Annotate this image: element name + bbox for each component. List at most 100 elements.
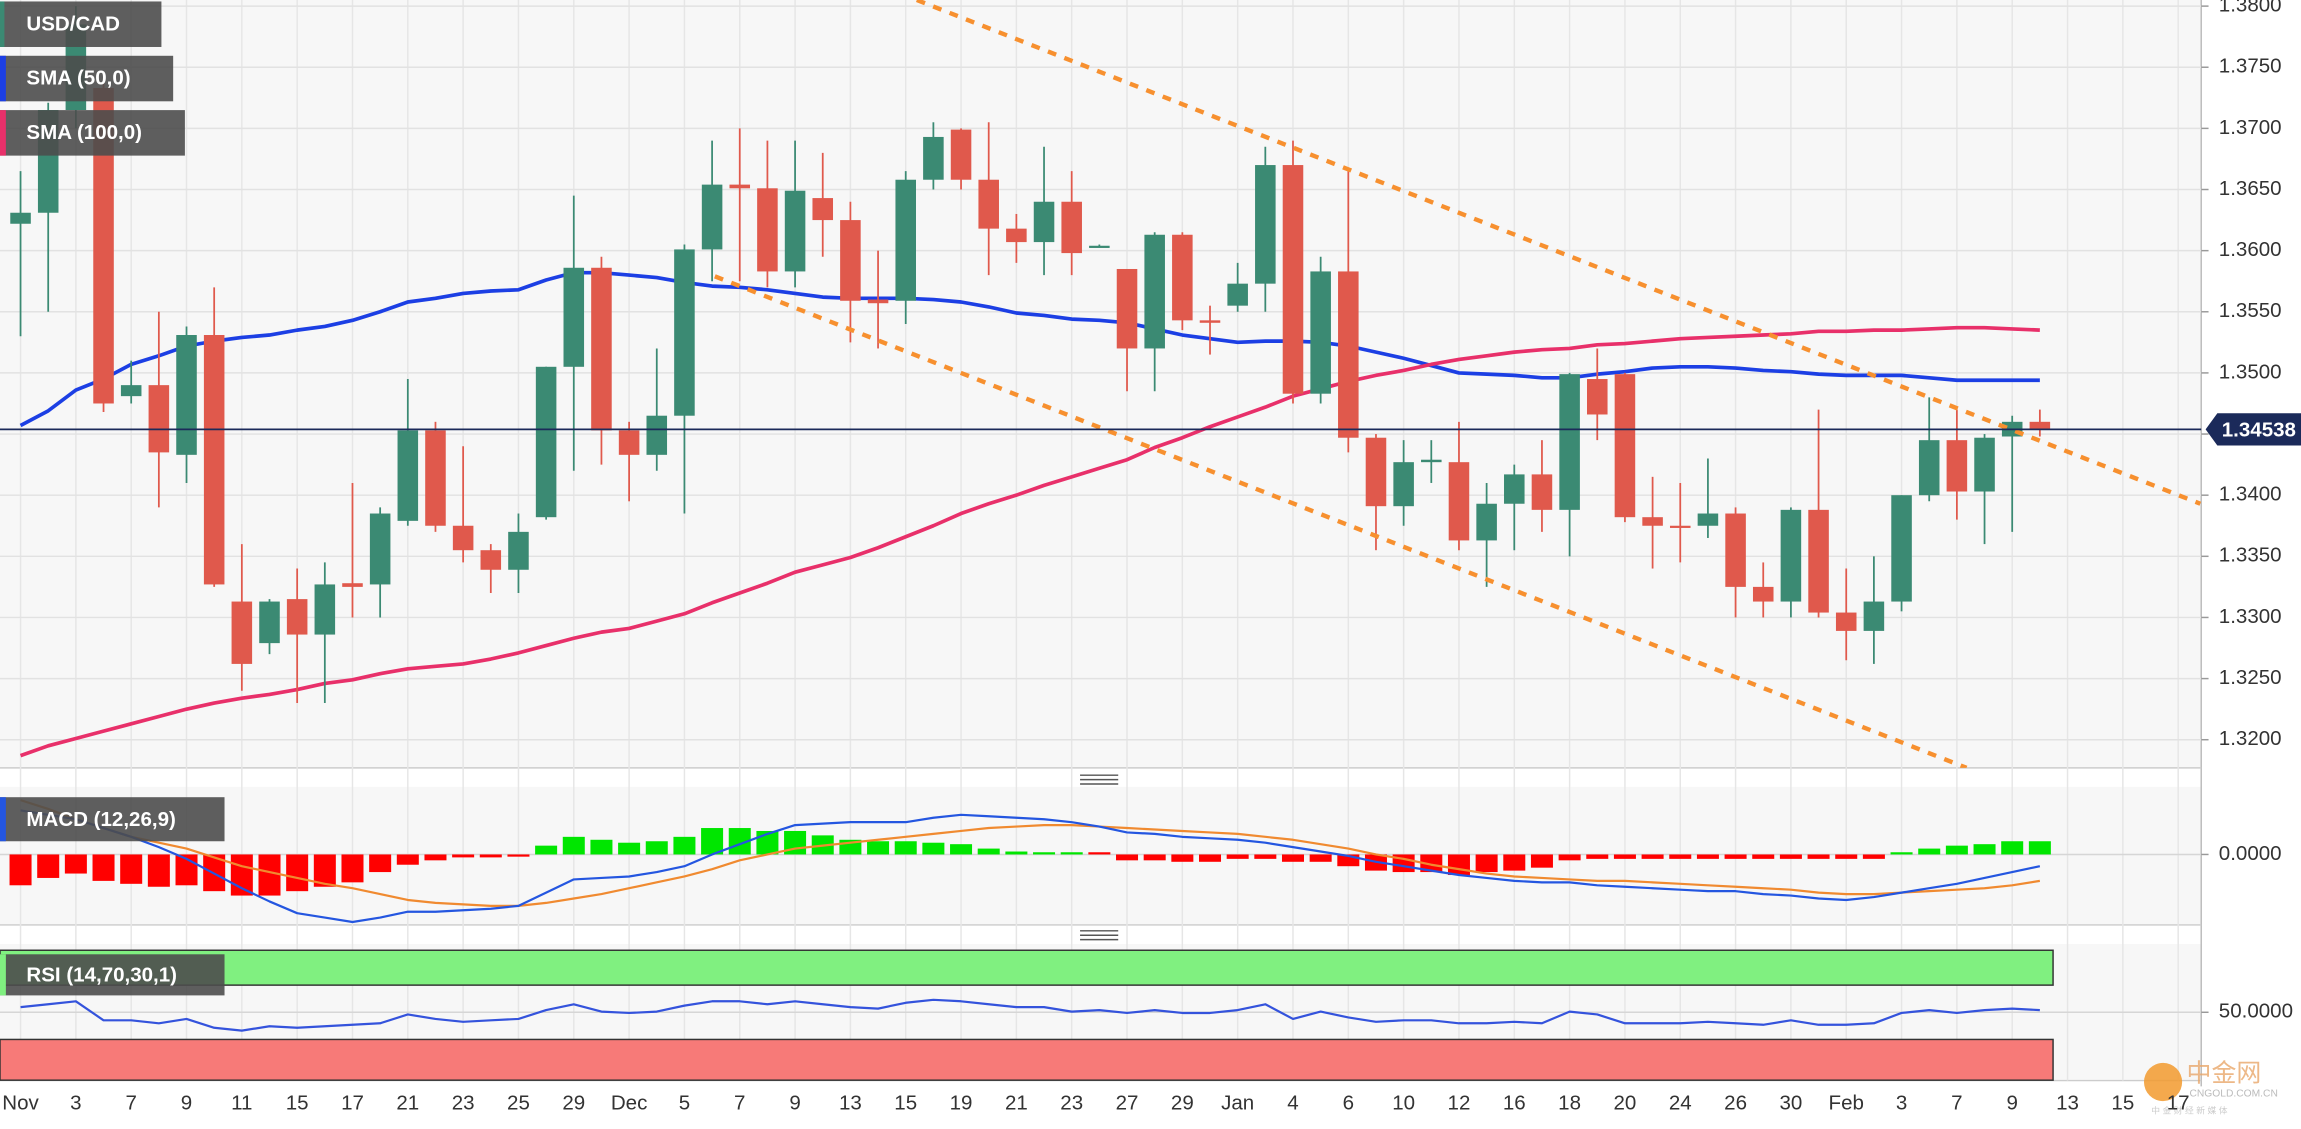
macd-bar [1807, 854, 1830, 859]
candle-body [1199, 320, 1221, 323]
macd-bar [673, 836, 696, 855]
candle-body [93, 88, 114, 404]
macd-bar [1973, 844, 1996, 855]
candle-body [10, 212, 31, 224]
macd-bar [2001, 841, 2024, 855]
macd-bar [922, 842, 945, 855]
candle-body [2029, 421, 2051, 430]
candle-body [1089, 245, 1110, 248]
sma-line [19, 270, 2040, 428]
legend-box[interactable] [0, 110, 185, 156]
macd-bar [92, 854, 115, 881]
macd-bar [728, 828, 751, 855]
macd-bar [9, 854, 32, 886]
candle-body [1669, 525, 1691, 528]
y-tick-label: 50.0000 [2219, 1000, 2293, 1023]
x-tick-label: 26 [1724, 1091, 1747, 1114]
candle-body [480, 550, 502, 570]
x-tick-label: 15 [2111, 1091, 2134, 1114]
x-tick-label: 21 [396, 1091, 419, 1114]
legend-label: SMA (50,0) [26, 67, 130, 90]
resize-grip[interactable] [1080, 774, 1119, 785]
x-tick-label: 9 [2006, 1091, 2017, 1114]
macd-bar [2028, 841, 2051, 855]
candle-body [425, 430, 446, 526]
candle-body [1863, 601, 1885, 631]
macd-bar [618, 842, 641, 855]
x-tick-label: 30 [1779, 1091, 1802, 1114]
macd-bar [1696, 854, 1719, 859]
legend-swatch [0, 110, 6, 156]
candle-body [1559, 374, 1580, 510]
macd-bar [977, 848, 1000, 855]
resize-grip[interactable] [1080, 930, 1119, 941]
macd-bar [1586, 854, 1609, 859]
macd-bar [1143, 854, 1166, 861]
macd-bar [1060, 852, 1083, 855]
candle-body [1061, 201, 1082, 254]
macd-bar [1226, 854, 1249, 859]
candle-body [784, 190, 806, 272]
candle-body [867, 299, 889, 304]
macd-panel [0, 786, 2202, 925]
x-tick-label: 27 [1116, 1091, 1139, 1114]
candle-body [757, 188, 778, 272]
x-tick-label: 20 [1614, 1091, 1637, 1114]
macd-bar [1945, 845, 1968, 855]
legend-swatch [0, 55, 6, 102]
x-tick-label: 11 [231, 1091, 252, 1114]
candle-body [1974, 437, 1995, 492]
x-tick-label: 4 [1287, 1091, 1298, 1114]
legend-box[interactable] [0, 1, 162, 47]
macd-bar [369, 854, 392, 873]
x-tick-label: Nov [2, 1091, 39, 1114]
macd-bar [396, 854, 419, 865]
candle-body [1642, 517, 1663, 526]
macd-bar [1447, 854, 1470, 876]
x-tick-label: 19 [950, 1091, 973, 1114]
legend-box[interactable] [0, 797, 225, 842]
candle-body [1144, 234, 1165, 349]
candle-body [1946, 440, 1968, 492]
y-tick-label: 1.3600 [2219, 238, 2282, 261]
oversold-band [0, 1038, 2054, 1081]
candle-body [1531, 474, 1553, 510]
candle-body [1116, 268, 1138, 349]
watermark: CNGOLD.COM.CN [2189, 1088, 2277, 1099]
candle-body [1393, 462, 1414, 507]
macd-bar [479, 854, 502, 858]
y-tick-label: 1.3750 [2219, 55, 2282, 78]
y-tick-label: 0.0000 [2219, 842, 2282, 865]
macd-bar [1669, 854, 1692, 859]
macd-bar [950, 844, 973, 855]
x-tick-label: 3 [1896, 1091, 1907, 1114]
macd-bar [701, 828, 724, 855]
price-panel [0, 0, 2201, 768]
overbought-band [0, 949, 2054, 986]
macd-bar [1641, 854, 1664, 859]
macd-bar [313, 854, 336, 887]
x-tick-label: 15 [894, 1091, 917, 1114]
candle-body [1752, 586, 1774, 602]
legend-box[interactable] [0, 954, 225, 996]
x-tick-label: 7 [125, 1091, 136, 1114]
candle-body [314, 584, 336, 635]
legend-label: RSI (14,70,30,1) [26, 964, 177, 987]
legend-box[interactable] [0, 55, 174, 102]
candle-body [1255, 165, 1276, 284]
candle-body [1504, 474, 1525, 504]
candle-body [1006, 228, 1027, 243]
candle-body [1476, 503, 1497, 541]
candle-body [895, 179, 916, 301]
legend-label: USD/CAD [26, 12, 120, 35]
candle-body [701, 184, 723, 250]
x-tick-label: 9 [789, 1091, 800, 1114]
candle-body [1808, 509, 1829, 613]
candle-body [1918, 440, 1940, 496]
macd-bar [1835, 854, 1858, 859]
x-tick-label: 7 [1951, 1091, 1962, 1114]
price-tag [2205, 413, 2301, 446]
macd-bar [1918, 848, 1941, 855]
